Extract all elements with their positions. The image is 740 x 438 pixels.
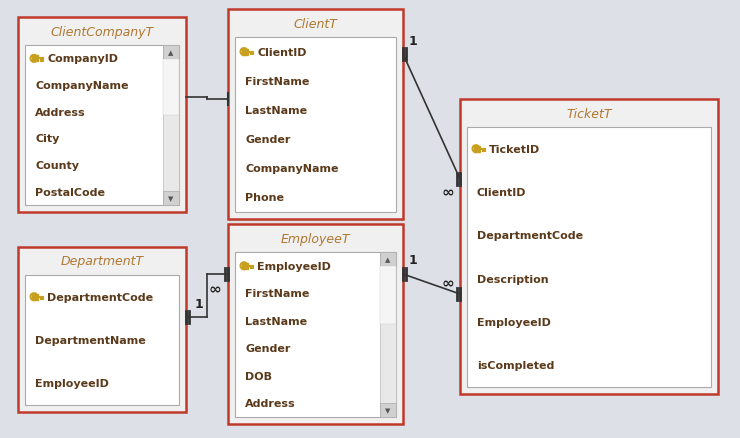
Text: ▼: ▼ <box>168 195 174 201</box>
Bar <box>163 46 179 205</box>
Bar <box>467 128 711 387</box>
Bar <box>18 18 186 212</box>
Text: Gender: Gender <box>245 135 290 145</box>
Text: ClientT: ClientT <box>294 18 337 30</box>
Text: Address: Address <box>35 107 86 117</box>
Text: ▼: ▼ <box>386 407 391 413</box>
Text: Gender: Gender <box>245 343 290 353</box>
Bar <box>235 38 396 212</box>
Bar <box>380 252 396 417</box>
Text: 1: 1 <box>408 35 417 47</box>
Text: CompanyName: CompanyName <box>245 164 338 174</box>
Text: Phone: Phone <box>245 193 284 203</box>
Text: LastName: LastName <box>245 316 307 326</box>
Text: CompanyID: CompanyID <box>47 54 118 64</box>
Bar <box>163 60 179 116</box>
Text: Address: Address <box>245 398 295 408</box>
Bar <box>163 46 179 60</box>
Text: EmployeeT: EmployeeT <box>280 232 350 245</box>
Text: DepartmentCode: DepartmentCode <box>477 231 583 241</box>
Text: ClientCompanyT: ClientCompanyT <box>50 25 154 39</box>
Bar <box>18 247 186 412</box>
Text: FirstName: FirstName <box>245 289 309 299</box>
Text: ClientID: ClientID <box>477 187 526 198</box>
Text: 1: 1 <box>195 297 204 310</box>
Text: ∞: ∞ <box>209 281 221 296</box>
Bar <box>380 266 396 324</box>
Text: CompanyName: CompanyName <box>35 81 129 91</box>
Text: EmployeeID: EmployeeID <box>477 317 551 327</box>
Text: LastName: LastName <box>245 106 307 116</box>
Text: ▲: ▲ <box>168 50 174 56</box>
Text: DepartmentName: DepartmentName <box>35 335 146 345</box>
Text: TicketT: TicketT <box>566 107 612 120</box>
Bar <box>380 252 396 266</box>
Bar <box>235 252 396 417</box>
Text: EmployeeID: EmployeeID <box>257 261 331 271</box>
Bar <box>163 191 179 205</box>
Text: ClientID: ClientID <box>257 47 306 57</box>
Text: DepartmentT: DepartmentT <box>61 255 144 268</box>
Text: PostalCode: PostalCode <box>35 187 105 197</box>
Text: County: County <box>35 161 79 171</box>
Text: 1: 1 <box>408 254 417 267</box>
Bar <box>380 403 396 417</box>
Text: FirstName: FirstName <box>245 77 309 87</box>
Text: ∞: ∞ <box>442 275 454 290</box>
Bar <box>25 276 179 405</box>
Text: isCompleted: isCompleted <box>477 360 554 371</box>
Bar <box>228 10 403 219</box>
Text: Description: Description <box>477 274 548 284</box>
Bar <box>25 46 179 205</box>
Text: ∞: ∞ <box>442 184 454 199</box>
Bar <box>228 225 403 424</box>
Text: DepartmentCode: DepartmentCode <box>47 292 153 302</box>
Text: ▲: ▲ <box>386 256 391 262</box>
Text: DOB: DOB <box>245 371 272 381</box>
Text: City: City <box>35 134 59 144</box>
Bar <box>460 100 718 394</box>
Text: TicketID: TicketID <box>489 145 540 154</box>
Text: EmployeeID: EmployeeID <box>35 378 109 389</box>
